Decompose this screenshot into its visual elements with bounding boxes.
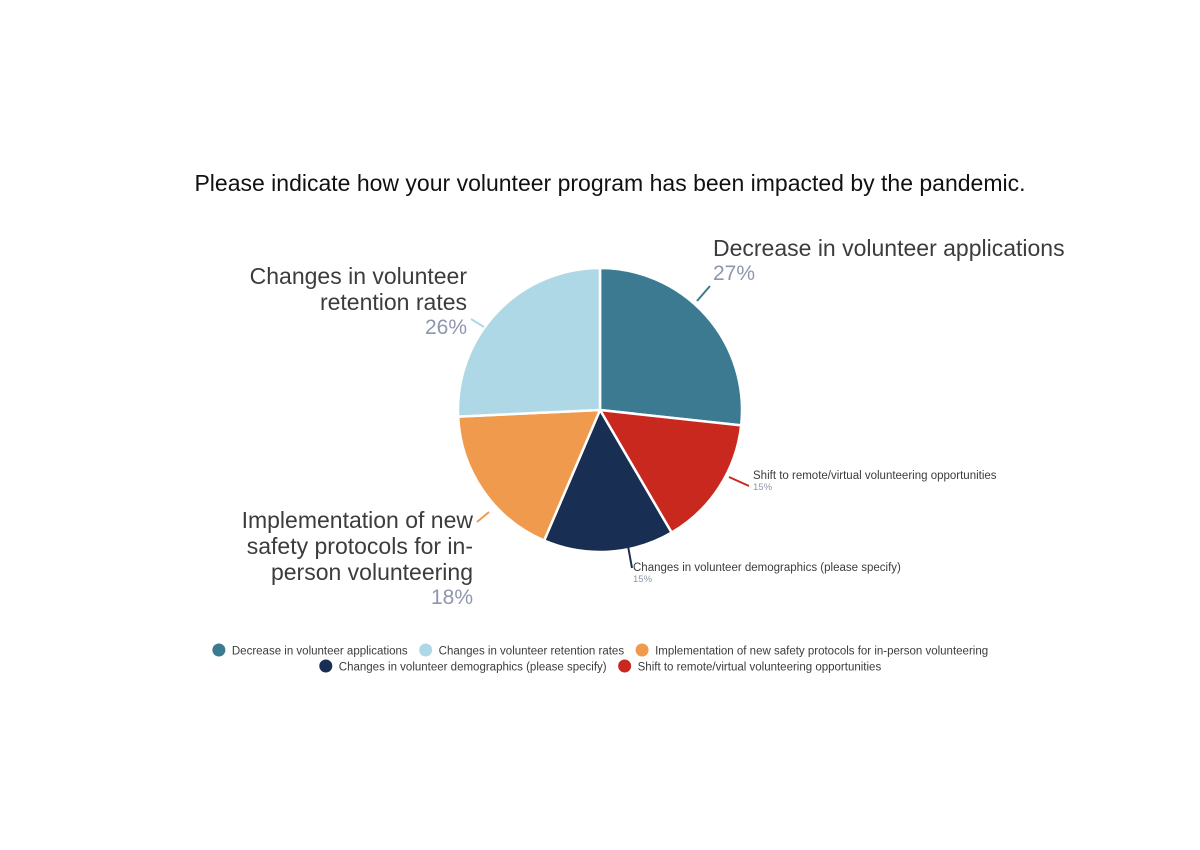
leader-line-changes-in-volunteer-demographics-please-specify <box>627 545 633 569</box>
leader-line-shift-to-remote-virtual-volunteering-opportunities <box>728 476 750 487</box>
callout-label-shift-to-remote-virtual-volunteering-opportunities: Shift to remote/virtual volunteering opp… <box>753 470 997 482</box>
callout-label-changes-in-volunteer-demographics-please-specify: Changes in volunteer demographics (pleas… <box>633 562 901 574</box>
legend-label-changes-in-volunteer-retention-rates: Changes in volunteer retention rates <box>439 646 625 658</box>
callout-label-implementation-of-new-safety-protocols-for-in-person-volunteering-line-3: person volunteering <box>271 559 473 585</box>
callout-percent-shift-to-remote-virtual-volunteering-opportunities: 15% <box>753 482 773 493</box>
legend: Decrease in volunteer applications Change… <box>212 643 988 674</box>
legend-swatch-implementation-of-new-safety-protocols-for-in-person-volunteering <box>635 643 649 657</box>
callout-percent-implementation-of-new-safety-protocols-for-in-person-volunteering: 18% <box>431 586 473 609</box>
callout-percent-changes-in-volunteer-demographics-please-specify: 15% <box>633 574 653 585</box>
legend-label-changes-in-volunteer-demographics-please-specify: Changes in volunteer demographics (pleas… <box>339 662 607 674</box>
leader-line-implementation-of-new-safety-protocols-for-in-person-volunteering <box>476 511 490 523</box>
callout-label-decrease-in-volunteer-applications: Decrease in volunteer applications <box>713 235 1065 261</box>
legend-label-implementation-of-new-safety-protocols-for-in-person-volunteering: Implementation of new safety protocols f… <box>655 646 988 658</box>
callout-percent-decrease-in-volunteer-applications: 27% <box>713 262 755 285</box>
legend-swatch-changes-in-volunteer-demographics-please-specify <box>319 659 333 673</box>
legend-swatch-shift-to-remote-virtual-volunteering-opportunities <box>618 659 632 673</box>
legend-label-decrease-in-volunteer-applications: Decrease in volunteer applications <box>232 646 408 658</box>
pie-slice-shift-to-remote-virtual-volunteering-opportunities <box>598 408 743 534</box>
callout-label-changes-in-volunteer-retention-rates-line-2: retention rates <box>320 289 467 315</box>
callout-label-changes-in-volunteer-retention-rates-line-1: Changes in volunteer <box>250 263 468 289</box>
pie-slice-implementation-of-new-safety-protocols-for-in-person-volunteering <box>456 408 602 542</box>
callout-label-implementation-of-new-safety-protocols-for-in-person-volunteering-line-1: Implementation of new <box>242 507 474 533</box>
callout-label-implementation-of-new-safety-protocols-for-in-person-volunteering-line-2: safety protocols for in- <box>247 533 473 559</box>
legend-swatch-decrease-in-volunteer-applications <box>212 643 226 657</box>
pie-slice-changes-in-volunteer-retention-rates <box>456 266 602 418</box>
leader-line-changes-in-volunteer-retention-rates <box>470 318 485 328</box>
pie-slice-changes-in-volunteer-demographics-please-specify <box>542 408 673 554</box>
chart-title: Please indicate how your volunteer progr… <box>194 170 1025 196</box>
pie-slices <box>456 266 744 554</box>
legend-label-shift-to-remote-virtual-volunteering-opportunities: Shift to remote/virtual volunteering opp… <box>638 662 882 674</box>
leader-line-decrease-in-volunteer-applications <box>696 285 711 302</box>
legend-swatch-changes-in-volunteer-retention-rates <box>419 643 433 657</box>
pie-slice-decrease-in-volunteer-applications <box>598 266 744 427</box>
callout-percent-changes-in-volunteer-retention-rates: 26% <box>425 316 467 339</box>
